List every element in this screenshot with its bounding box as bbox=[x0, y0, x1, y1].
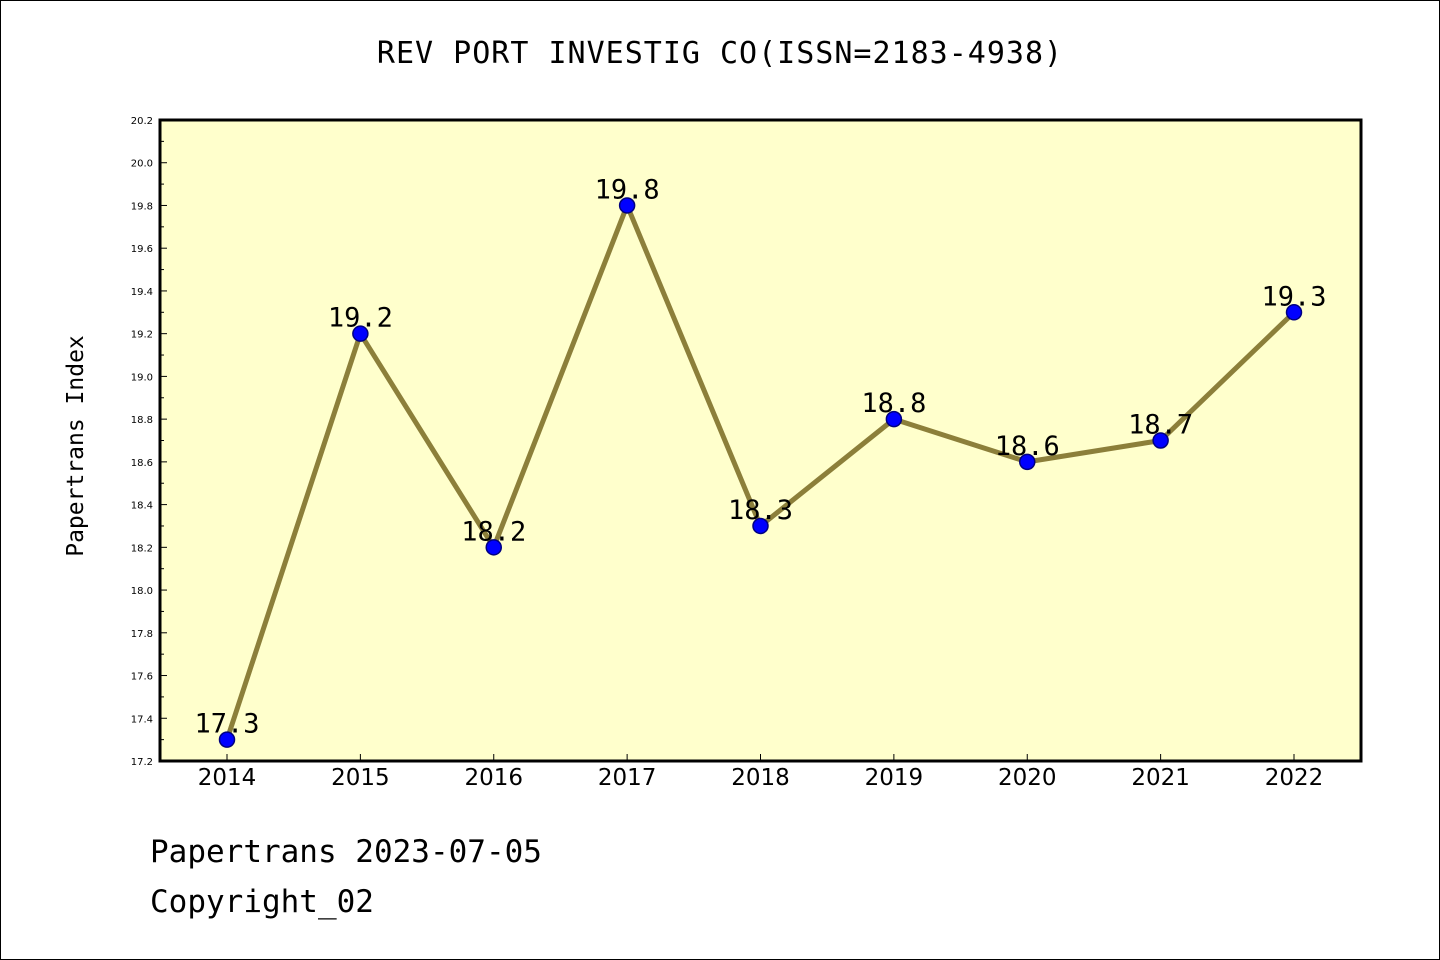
data-point-marker bbox=[618, 197, 636, 214]
y-tick-label: 17.8 bbox=[131, 629, 153, 640]
plot-border bbox=[158, 118, 1363, 763]
data-point-marker bbox=[218, 731, 236, 748]
data-point-marker bbox=[1019, 453, 1036, 471]
x-tick-label: 2019 bbox=[865, 765, 924, 791]
y-tick-label: 18.2 bbox=[131, 543, 153, 554]
x-tick-label: 2021 bbox=[1131, 765, 1190, 791]
series-layer: 17.3 19.2 18.2 19.8 18.3 18.8 18.6 18.7 19.3 bbox=[194, 174, 1327, 748]
data-label: 17.3 bbox=[194, 709, 259, 740]
y-tick-label: 19.6 bbox=[131, 244, 153, 255]
footer-date-text: Papertrans 2023-07-05 bbox=[150, 834, 542, 870]
data-point-marker bbox=[752, 517, 769, 535]
data-label: 19.2 bbox=[328, 303, 393, 334]
y-tick-label: 18.8 bbox=[131, 415, 153, 426]
y-tick-label: 18.0 bbox=[131, 586, 153, 597]
x-tick-label: 2016 bbox=[464, 765, 523, 791]
y-tick-label: 17.4 bbox=[131, 714, 153, 725]
x-tick-label: 2015 bbox=[331, 765, 390, 791]
data-label: 18.8 bbox=[861, 388, 926, 419]
data-point-marker bbox=[1152, 432, 1169, 449]
x-tick-label: 2020 bbox=[998, 765, 1057, 791]
x-axis-ticks: 2014 2015 2016 2017 2018 2019 2020 2021 2022 bbox=[198, 754, 1324, 791]
data-point-marker bbox=[1285, 304, 1303, 321]
footer-copyright-text: Copyright_02 bbox=[150, 884, 374, 920]
plot-area bbox=[160, 120, 1361, 761]
data-label: 19.3 bbox=[1261, 281, 1326, 312]
data-label: 18.2 bbox=[461, 516, 526, 547]
data-point-marker bbox=[485, 539, 502, 556]
x-tick-label: 2022 bbox=[1265, 765, 1324, 791]
y-tick-label: 19.4 bbox=[131, 287, 153, 298]
y-tick-label: 19.2 bbox=[131, 330, 153, 341]
data-label: 18.7 bbox=[1128, 410, 1193, 441]
x-tick-label: 2018 bbox=[731, 765, 790, 791]
y-tick-label: 19.0 bbox=[131, 372, 153, 383]
y-tick-label: 20.0 bbox=[131, 159, 153, 170]
y-tick-label: 18.4 bbox=[131, 501, 153, 512]
x-tick-label: 2014 bbox=[198, 765, 257, 791]
y-tick-label: 18.6 bbox=[131, 458, 153, 469]
x-tick-label: 2017 bbox=[598, 765, 657, 791]
y-tick-label: 20.2 bbox=[131, 116, 153, 127]
data-label: 18.6 bbox=[995, 431, 1060, 462]
data-label: 18.3 bbox=[728, 495, 793, 526]
data-point-marker bbox=[885, 410, 903, 428]
data-label: 19.8 bbox=[595, 174, 660, 205]
y-tick-label: 19.8 bbox=[131, 201, 153, 212]
data-point-marker bbox=[352, 325, 369, 342]
y-tick-label: 17.6 bbox=[131, 672, 153, 683]
chart-title: REV PORT INVESTIG CO(ISSN=2183-4938) bbox=[376, 36, 1064, 71]
y-tick-label: 17.2 bbox=[131, 757, 153, 768]
